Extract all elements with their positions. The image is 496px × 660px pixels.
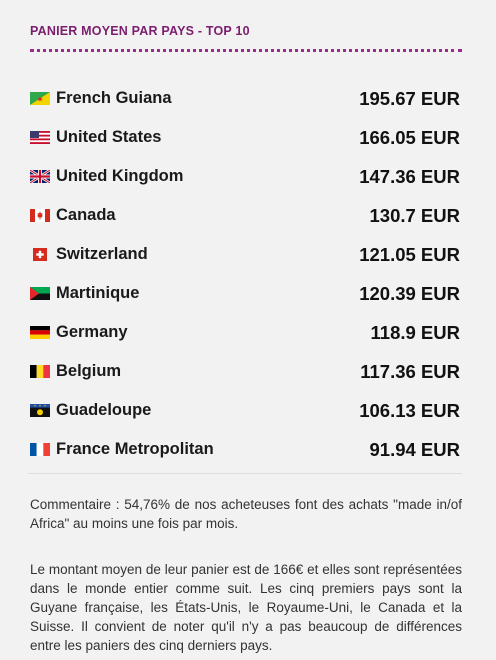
average-basket-value: 106.13 EUR <box>359 399 460 421</box>
average-basket-value: 166.05 EUR <box>359 126 460 148</box>
list-item-germany: Germany 118.9 EUR <box>30 313 460 352</box>
country-name: Martinique <box>56 284 140 302</box>
list-item-canada: Canada 130.7 EUR <box>30 196 460 235</box>
france-flag-icon <box>30 443 50 456</box>
list-item-guadeloupe: Guadeloupe 106.13 EUR <box>30 391 460 430</box>
section-divider <box>28 473 462 474</box>
country-name: French Guiana <box>56 89 172 107</box>
comment-paragraph-2: Le montant moyen de leur panier est de 1… <box>30 562 462 653</box>
germany-flag-icon <box>30 326 50 339</box>
belgium-flag-icon <box>30 365 50 378</box>
country-name: France Metropolitan <box>56 440 214 458</box>
list-item-french-guiana: French Guiana 195.67 EUR <box>30 79 460 118</box>
switzerland-flag-icon <box>33 248 47 261</box>
list-item-united-kingdom: United Kingdom 147.36 EUR <box>30 157 460 196</box>
guadeloupe-flag-icon <box>30 404 50 417</box>
card-title: PANIER MOYEN PAR PAYS - TOP 10 <box>30 24 250 38</box>
country-name: Germany <box>56 323 128 341</box>
french-guiana-flag-icon <box>30 92 50 105</box>
average-basket-value: 120.39 EUR <box>359 282 460 304</box>
country-name: Canada <box>56 206 116 224</box>
average-basket-value: 117.36 EUR <box>360 360 460 382</box>
average-basket-value: 91.94 EUR <box>369 438 461 460</box>
country-name: Switzerland <box>56 245 148 263</box>
average-basket-value: 118.9 EUR <box>370 321 460 343</box>
list-item-belgium: Belgium 117.36 EUR <box>30 352 460 391</box>
card-header: PANIER MOYEN PAR PAYS - TOP 10 <box>30 24 462 52</box>
list-item-switzerland: Switzerland 121.05 EUR <box>30 235 460 274</box>
country-name: Guadeloupe <box>56 401 152 419</box>
average-basket-value: 147.36 EUR <box>359 165 460 187</box>
list-item-united-states: United States 166.05 EUR <box>30 118 460 157</box>
comment-paragraph-1: Commentaire : 54,76% de nos acheteuses f… <box>30 497 462 531</box>
average-basket-value: 130.7 EUR <box>369 204 461 226</box>
country-name: Belgium <box>56 362 122 380</box>
country-name: United States <box>56 128 162 146</box>
canada-flag-icon <box>30 209 50 222</box>
united-kingdom-flag-icon <box>30 170 50 183</box>
list-item-france-metropolitan: France Metropolitan 91.94 EUR <box>30 430 460 469</box>
country-list: French Guiana 195.67 EUR United States 1… <box>30 79 460 469</box>
country-name: United Kingdom <box>56 167 184 185</box>
title-dotted-underline <box>30 49 462 52</box>
united-states-flag-icon <box>30 131 50 144</box>
average-basket-value: 121.05 EUR <box>359 243 460 265</box>
list-item-martinique: Martinique 120.39 EUR <box>30 274 460 313</box>
average-basket-value: 195.67 EUR <box>359 87 460 109</box>
martinique-flag-icon <box>30 287 50 300</box>
